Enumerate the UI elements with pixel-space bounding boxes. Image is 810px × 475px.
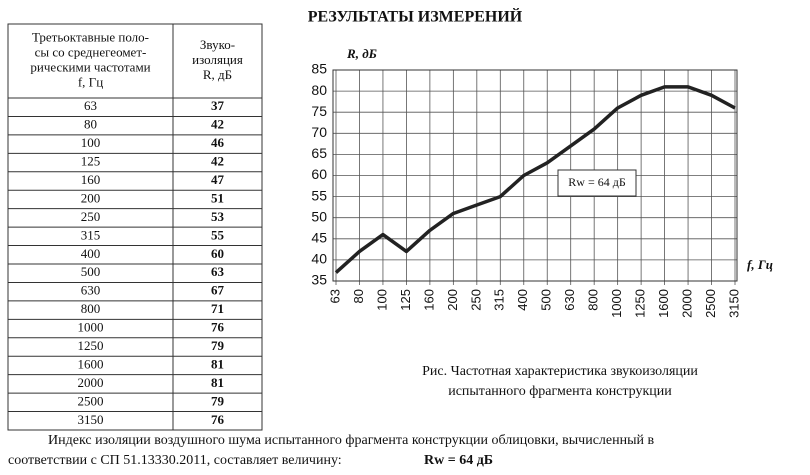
frequency-cell: 315 [81,227,101,242]
x-tick-label: 3150 [726,289,741,318]
y-tick-label: 65 [311,145,327,161]
frequency-cell: 1250 [78,338,104,353]
x-tick-label: 1250 [633,289,648,318]
title: РЕЗУЛЬТАТЫ ИЗМЕРЕНИЙ [308,7,523,26]
frequency-cell: 1000 [78,320,104,335]
column-header: Третьоктавные поло- [32,29,149,44]
x-tick-label: 630 [562,289,577,311]
frequency-cell: 3150 [78,412,104,427]
frequency-cell: 2500 [78,393,104,408]
insulation-cell: 79 [211,393,225,408]
footer-text: Индекс изоляции воздушного шума испытанн… [48,433,654,448]
insulation-cell: 42 [211,154,224,169]
insulation-cell: 51 [211,190,224,205]
column-header: f, Гц [78,74,103,89]
annotation-box [557,169,637,197]
x-tick-label: 2000 [679,289,694,318]
insulation-cell: 55 [211,227,225,242]
y-tick-label: 85 [311,61,327,77]
y-tick-label: 60 [311,166,327,182]
caption: испытанного фрагмента конструкции [448,384,672,399]
insulation-cell: 37 [211,98,225,113]
x-tick-label: 250 [468,289,483,311]
x-tick-label: 200 [445,289,460,311]
y-tick-label: 40 [311,251,327,267]
y-tick-label: 70 [311,124,327,140]
insulation-cell: 47 [211,172,225,187]
annotation: Rw = 64 дБ [568,175,626,189]
x-tick-label: 1600 [656,289,671,318]
frequency-cell: 63 [84,98,97,113]
y-tick-label: 55 [311,187,327,203]
insulation-cell: 42 [211,117,224,132]
column-header: Звуко- [200,37,235,52]
y-tick-label: 50 [311,208,327,224]
plot-frame [332,69,738,282]
insulation-cell: 79 [211,338,225,353]
x-tick-label: 500 [539,289,554,311]
x-tick-label: 400 [515,289,530,311]
insulation-cell: 63 [211,264,225,279]
insulation-cell: 76 [211,320,225,335]
x-tick-label: 2500 [703,289,718,318]
x-tick-label: 315 [492,289,507,311]
y-tick-label: 35 [311,272,327,288]
frequency-cell: 200 [81,190,101,205]
insulation-cell: 81 [211,356,224,371]
insulation-cell: 76 [211,412,225,427]
insulation-cell: 46 [211,135,225,150]
x-tick-label: 80 [351,289,366,303]
frequency-cell: 100 [81,135,101,150]
frequency-cell: 2000 [78,375,104,390]
frequency-cell: 160 [81,172,101,187]
frequency-cell: 125 [81,154,101,169]
y-tick-label: 80 [311,82,327,98]
column-header: рическими частотами [30,59,150,74]
frequency-cell: 400 [81,246,101,261]
insulation-cell: 67 [211,283,225,298]
x-tick-label: 125 [398,289,413,311]
footer-result: Rw = 64 дБ [424,453,493,468]
x-tick-label: 160 [421,289,436,311]
y-tick-label: 45 [311,230,327,246]
frequency-cell: 250 [81,209,101,224]
insulation-cell: 81 [211,375,224,390]
frequency-cell: 800 [81,301,101,316]
x-axis-label: f, Гц [747,257,773,272]
frequency-cell: 80 [84,117,97,132]
column-header: R, дБ [203,67,232,82]
y-axis-label: R, дБ [346,46,377,61]
y-tick-label: 75 [311,103,327,119]
caption: Рис. Частотная характеристика звукоизоля… [422,364,698,379]
x-tick-label: 63 [327,289,342,303]
x-tick-label: 1000 [609,289,624,318]
frequency-cell: 500 [81,264,101,279]
x-tick-label: 800 [586,289,601,311]
footer-text: соответствии с СП 51.13330.2011, составл… [8,453,342,468]
column-header: изоляция [192,52,243,67]
insulation-cell: 60 [211,246,224,261]
column-header: сы со среднегеомет- [35,44,147,59]
insulation-cell: 71 [211,301,224,316]
frequency-cell: 1600 [78,356,104,371]
frequency-cell: 630 [81,283,101,298]
data-line [334,85,736,274]
insulation-cell: 53 [211,209,225,224]
x-tick-label: 100 [374,289,389,311]
